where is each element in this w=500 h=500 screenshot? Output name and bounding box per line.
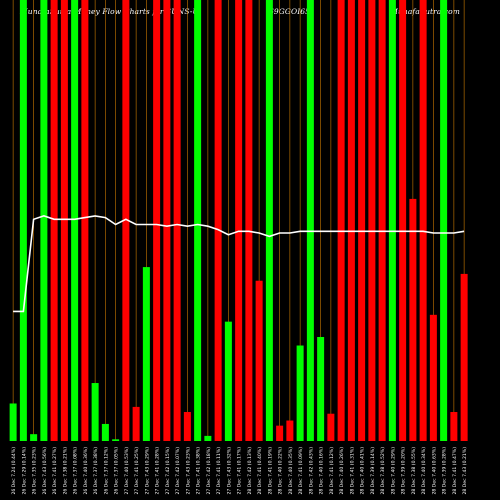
x-tick-label: 27 Dec 7.43 (0.29%) [144, 447, 150, 495]
x-tick-label: 27 Dec 7.43 (0.32%) [226, 447, 232, 495]
bar [163, 0, 171, 441]
x-tick-label: 28 Dec 7.38 (0.55%) [411, 447, 417, 495]
bar [450, 412, 458, 441]
bar [235, 0, 243, 441]
bar-series [9, 0, 468, 441]
x-tick-label: 28 Dec 7.41 (0.19%) [267, 447, 273, 495]
x-tick-label: 26 Dec 7.29 (0.14%) [21, 447, 27, 495]
x-tick-label: 28 Dec 7.38 (0.52%) [380, 447, 386, 495]
bar [276, 425, 284, 441]
bar [30, 434, 38, 441]
bar [91, 383, 99, 441]
bar [204, 435, 212, 441]
chart-title: MunafaSutra Money Flow Charts for SUNS-U [20, 7, 199, 16]
bar [368, 0, 376, 441]
bar [358, 0, 366, 441]
bar [132, 406, 140, 441]
bar [50, 0, 58, 441]
x-tick-label: 28 Dec 7.40 (0.34%) [421, 447, 427, 495]
x-tick-label: 26 Dec 7.38 (0.21%) [62, 447, 68, 495]
x-tick-label: 26 Dec 7.40 (0.36%) [83, 447, 89, 495]
bar [122, 0, 130, 441]
x-tick-label: 27 Dec 7.42 (0.07%) [175, 447, 181, 495]
x-tick-label: 27 Dec 7.42 (0.18%) [206, 447, 212, 495]
x-tick-label: 28 Dec 7.42 (0.43%) [308, 447, 314, 495]
bar [306, 0, 314, 441]
x-tick-label: 26 Dec 7.37 (0.08%) [73, 447, 79, 495]
bar [265, 0, 273, 441]
x-tick-label: 27 Dec 7.41 (0.17%) [237, 447, 243, 495]
bar [71, 0, 79, 441]
bar [224, 321, 232, 441]
x-tick-label: 28 Dec 7.40 (0.35%) [288, 447, 294, 495]
x-tick-label: 28 Dec 7.41 (0.47%) [452, 447, 458, 495]
bar [173, 0, 181, 441]
x-tick-label: 28 Dec 7.40 (0.26%) [339, 447, 345, 495]
x-tick-label: 27 Dec 7.41 (0.38%) [196, 447, 202, 495]
bar [194, 0, 202, 441]
bar [153, 0, 161, 441]
x-tick-label: 28 Dec 7.40 (0.29%) [390, 447, 396, 495]
bar [440, 0, 448, 441]
x-tick-label: 28 Dec 7.39 (0.14%) [370, 447, 376, 495]
x-tick-label: 28 Dec 7.41 (0.31%) [349, 447, 355, 495]
bar [409, 198, 417, 441]
bar [327, 413, 335, 441]
bar [19, 0, 27, 441]
x-tick-label: 28 Dec 7.40 (0.41%) [360, 447, 366, 495]
x-tick-label: 28 Dec 7.41 (0.40%) [257, 447, 263, 495]
x-tick-label: 28 Dec 7.43 (0.21%) [462, 447, 468, 495]
x-tick-label: 28 Dec 7.39 (0.20%) [401, 447, 407, 495]
x-tick-label: 26 Dec 7.37 (0.05%) [114, 447, 120, 495]
x-tick-label: 26 Dec 7.35 (0.23%) [32, 447, 38, 495]
chart-code: (69GGOI65 [266, 7, 311, 16]
bar [399, 0, 407, 441]
bar [337, 0, 345, 441]
x-tick-label: 26 Dec 7.37 (0.12%) [103, 447, 109, 495]
bar [429, 314, 437, 441]
bar [296, 345, 304, 441]
x-tick-labels: 26 Dec 7.24 (0.44%) 26 Dec 7.29 (0.14%) 26… [11, 447, 468, 495]
bar [245, 0, 253, 441]
x-tick-label: 26 Dec 7.41 (0.27%) [52, 447, 58, 495]
x-tick-label: 26 Dec 7.37 (0.38%) [93, 447, 99, 495]
x-tick-label: 27 Dec 7.43 (0.23%) [185, 447, 191, 495]
bar [40, 0, 48, 441]
x-tick-label: 26 Dec 7.24 (0.44%) [11, 447, 17, 495]
bar [112, 439, 120, 441]
x-tick-label: 28 Dec 7.40 (0.22%) [278, 447, 284, 495]
bar [255, 280, 263, 441]
bar [142, 267, 150, 441]
bar [378, 0, 386, 441]
x-tick-label: 28 Dec 7.42 (0.13%) [247, 447, 253, 495]
x-tick-label: 27 Dec 7.42 (0.15%) [165, 447, 171, 495]
bar [419, 0, 427, 441]
x-tick-label: 28 Dec 7.40 (0.63%) [431, 447, 437, 495]
x-tick-label: 28 Dec 7.41 (0.12%) [329, 447, 335, 495]
flow-line-group [13, 215, 465, 313]
bar [388, 0, 396, 441]
x-tick-label: 28 Dec 7.40 (0.16%) [319, 447, 325, 495]
x-tick-label: 27 Dec 7.41 (0.28%) [155, 447, 161, 495]
money-flow-line [13, 215, 465, 313]
x-tick-label: 27 Dec 7.40 (0.53%) [124, 447, 130, 495]
bar [101, 423, 109, 441]
bar [183, 412, 191, 441]
bar [460, 273, 468, 441]
bar [286, 420, 294, 441]
bar [317, 336, 325, 441]
bar [9, 403, 17, 441]
bar [214, 0, 222, 441]
bar [60, 0, 68, 441]
x-tick-label: 26 Dec 7.43 (0.56%) [42, 447, 48, 495]
x-tick-label: 27 Dec 7.41 (0.25%) [134, 447, 140, 495]
x-tick-label: 27 Dec 7.41 (0.11%) [216, 447, 222, 495]
bar [347, 0, 355, 441]
bar [81, 0, 89, 441]
x-tick-label: 28 Dec 7.41 (0.09%) [298, 447, 304, 495]
x-tick-label: 28 Dec 7.39 (0.28%) [442, 447, 448, 495]
